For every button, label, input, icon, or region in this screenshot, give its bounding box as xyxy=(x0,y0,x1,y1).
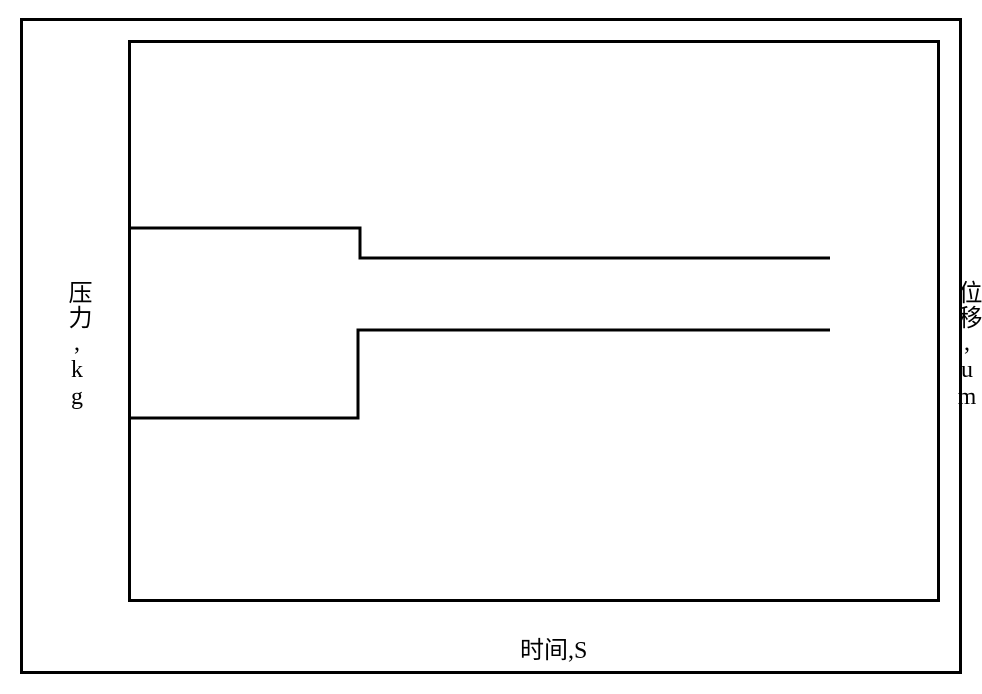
series-lower xyxy=(128,330,830,418)
series-upper xyxy=(128,228,830,258)
chart-svg xyxy=(0,0,982,694)
